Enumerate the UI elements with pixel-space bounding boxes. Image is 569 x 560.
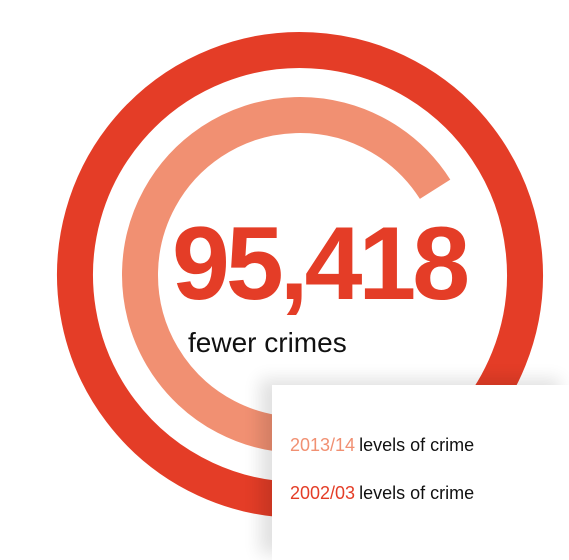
- legend-text-2013-14: levels of crime: [359, 435, 475, 455]
- legend: 2013/14 levels of crime 2002/03 levels of …: [272, 385, 569, 560]
- legend-item-2013-14: 2013/14 levels of crime: [290, 434, 474, 456]
- legend-item-2002-03: 2002/03 levels of crime: [290, 482, 474, 504]
- legend-year-2013-14: 2013/14: [290, 435, 356, 455]
- legend-year-2002-03: 2002/03: [290, 483, 356, 503]
- legend-text-2002-03: levels of crime: [359, 483, 475, 503]
- headline-label: fewer crimes: [188, 327, 347, 358]
- headline-value: 95,418: [172, 206, 470, 322]
- ring-2013-14: [122, 97, 451, 453]
- ring-2002-03: [57, 32, 543, 518]
